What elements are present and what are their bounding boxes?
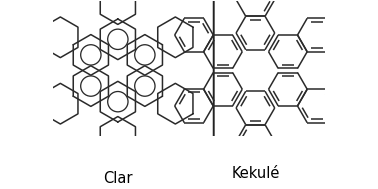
- Text: Clar: Clar: [103, 171, 133, 186]
- Text: Kekulé: Kekulé: [231, 166, 280, 181]
